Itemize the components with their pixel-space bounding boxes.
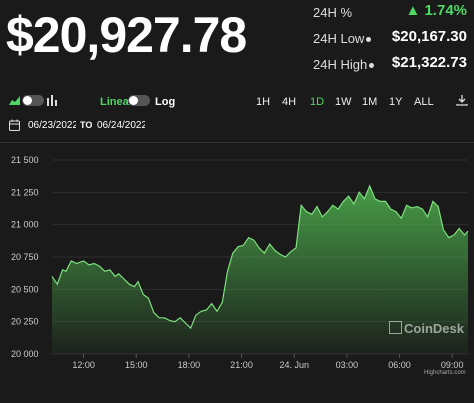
x-tick-label: 12:00: [72, 360, 95, 370]
coindesk-logo: CoinDesk: [389, 321, 464, 336]
log-scale-label[interactable]: Log: [155, 96, 176, 108]
current-price: $20,927.78: [6, 7, 247, 63]
range-1m[interactable]: 1M: [362, 96, 378, 108]
x-tick-label: 06:00: [388, 360, 411, 370]
stat-value-change: ▲ 1.74%: [405, 2, 467, 19]
x-tick-label: 24. Jun: [279, 360, 309, 370]
calendar-icon[interactable]: [9, 119, 20, 131]
x-tick-label: 15:00: [125, 360, 148, 370]
y-tick-label: 20 000: [11, 349, 39, 359]
stat-label-low: 24H Low: [313, 31, 372, 46]
price-chart[interactable]: 21 500 21 250 21 000 20 750 20 500 20 250 20 0…: [0, 148, 474, 373]
bar-chart-icon[interactable]: [47, 95, 57, 106]
stat-label-change: 24H %: [313, 5, 353, 20]
download-icon[interactable]: [456, 94, 468, 106]
stat-row-low: 24H Low $20,167.30: [305, 26, 471, 52]
range-4h[interactable]: 4H: [282, 96, 297, 108]
stat-label-high: 24H High: [313, 57, 375, 72]
divider: [0, 142, 474, 143]
x-tick-label: 09:00: [441, 360, 464, 370]
highcharts-credit[interactable]: Highcharts.com: [424, 370, 466, 376]
chart-type-toggle[interactable]: [22, 95, 44, 106]
stat-row-high: 24H High $21,322.73: [305, 52, 471, 78]
linear-scale-label[interactable]: Linear: [100, 96, 134, 108]
coindesk-logo-icon: [389, 321, 402, 334]
y-tick-label: 21 000: [11, 220, 39, 230]
range-all[interactable]: ALL: [414, 96, 434, 108]
price-line: [51, 184, 469, 330]
x-tick-label: 18:00: [178, 360, 201, 370]
info-dot-icon[interactable]: [369, 63, 375, 69]
date-from-input[interactable]: 06/23/2022: [28, 120, 76, 131]
range-1w[interactable]: 1W: [335, 96, 352, 108]
area-chart-icon[interactable]: [9, 95, 21, 106]
date-to-input[interactable]: 06/24/2022: [97, 120, 145, 131]
info-dot-icon[interactable]: [366, 37, 372, 43]
stat-row-change: 24H % ▲ 1.74%: [305, 0, 471, 26]
scale-toggle[interactable]: [128, 95, 150, 106]
chart-toolbar: Linear Log 1H 4H 1D 1W 1M 1Y ALL: [0, 88, 474, 114]
y-tick-label: 20 500: [11, 284, 39, 294]
y-tick-label: 20 750: [11, 252, 39, 262]
price-area: [52, 185, 468, 354]
range-1d[interactable]: 1D: [310, 96, 325, 108]
y-tick-label: 20 250: [11, 317, 39, 327]
y-tick-label: 21 500: [11, 155, 39, 165]
stat-value-high: $21,322.73: [391, 54, 467, 71]
x-tick-label: 03:00: [336, 360, 359, 370]
stats-panel: 24H % ▲ 1.74% 24H Low $20,167.30 24H Hig…: [305, 0, 471, 78]
stat-value-low: $20,167.30: [391, 28, 467, 45]
y-tick-label: 21 250: [11, 187, 39, 197]
date-to-label: TO: [80, 120, 93, 130]
range-1h[interactable]: 1H: [256, 96, 271, 108]
x-tick-label: 21:00: [230, 360, 253, 370]
range-1y[interactable]: 1Y: [389, 96, 403, 108]
